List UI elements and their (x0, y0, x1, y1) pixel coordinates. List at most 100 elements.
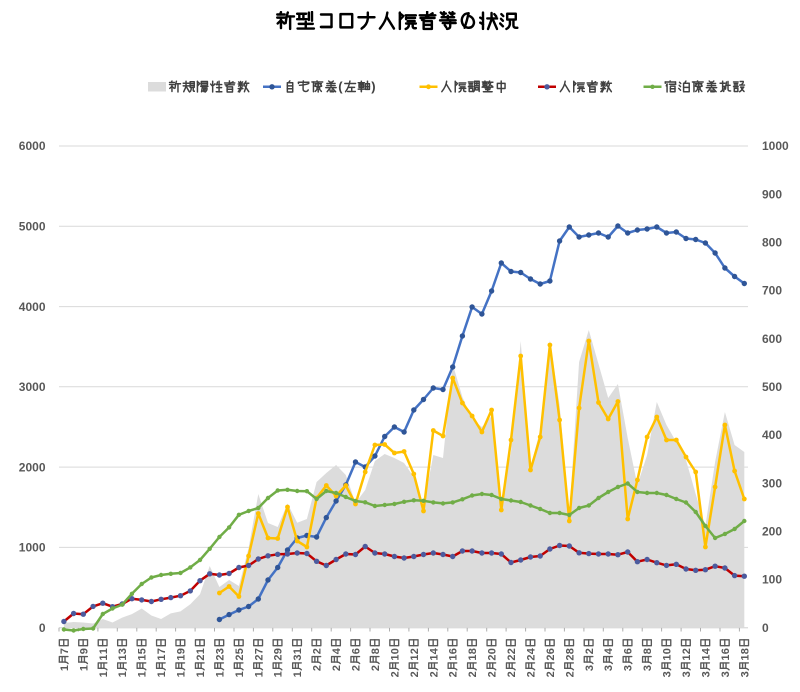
svg-text:1000: 1000 (762, 139, 789, 153)
svg-text:2: 2 (214, 654, 226, 660)
svg-text:100: 100 (762, 573, 782, 587)
svg-text:2: 2 (467, 671, 479, 677)
svg-text:2: 2 (506, 648, 518, 654)
svg-text:2: 2 (487, 671, 499, 677)
svg-text:3: 3 (739, 671, 751, 677)
svg-text:1: 1 (292, 648, 304, 654)
svg-text:8: 8 (370, 648, 382, 654)
svg-text:2: 2 (409, 671, 421, 677)
svg-text:1: 1 (467, 654, 479, 660)
svg-text:6: 6 (351, 648, 363, 654)
svg-text:1: 1 (195, 648, 207, 654)
svg-text:2: 2 (564, 654, 576, 660)
svg-text:2: 2 (273, 654, 285, 660)
svg-text:1: 1 (59, 665, 71, 671)
svg-text:2: 2 (526, 654, 538, 660)
svg-text:3: 3 (642, 665, 654, 671)
svg-text:7: 7 (156, 648, 168, 654)
svg-text:3: 3 (603, 665, 615, 671)
svg-text:1: 1 (176, 671, 188, 677)
svg-text:200: 200 (762, 525, 782, 539)
svg-text:4: 4 (603, 647, 615, 654)
svg-text:6: 6 (448, 648, 460, 654)
svg-text:9: 9 (273, 648, 285, 654)
svg-text:5: 5 (234, 648, 246, 654)
svg-text:1: 1 (662, 654, 674, 660)
svg-text:6: 6 (545, 648, 557, 654)
svg-text:1: 1 (195, 671, 207, 677)
svg-text:1: 1 (98, 648, 110, 654)
svg-text:2: 2 (331, 665, 343, 671)
svg-text:0: 0 (662, 648, 674, 654)
svg-text:2: 2 (234, 654, 246, 660)
svg-text:): ) (371, 79, 375, 94)
svg-text:1: 1 (389, 654, 401, 660)
svg-text:3000: 3000 (19, 380, 46, 394)
svg-text:9: 9 (176, 648, 188, 654)
svg-text:500: 500 (762, 380, 782, 394)
svg-text:1: 1 (292, 671, 304, 677)
svg-text:1: 1 (428, 654, 440, 660)
svg-text:1: 1 (448, 654, 460, 660)
svg-text:8: 8 (467, 648, 479, 654)
svg-text:2: 2 (681, 648, 693, 654)
svg-text:5000: 5000 (19, 220, 46, 234)
svg-text:5: 5 (137, 648, 149, 654)
svg-text:0: 0 (39, 621, 46, 635)
svg-text:900: 900 (762, 187, 782, 201)
svg-text:400: 400 (762, 428, 782, 442)
svg-text:1: 1 (700, 654, 712, 660)
svg-text:1: 1 (98, 654, 110, 660)
svg-text:4000: 4000 (19, 300, 46, 314)
svg-text:2: 2 (389, 671, 401, 677)
svg-text:3: 3 (292, 654, 304, 660)
svg-text:6000: 6000 (19, 139, 46, 153)
svg-text:1: 1 (681, 654, 693, 660)
svg-text:7: 7 (253, 648, 265, 654)
svg-text:2: 2 (312, 648, 324, 654)
svg-text:(: ( (338, 79, 343, 94)
svg-text:1: 1 (137, 671, 149, 677)
svg-text:1: 1 (98, 671, 110, 677)
svg-text:2: 2 (312, 665, 324, 671)
svg-text:2: 2 (370, 665, 382, 671)
svg-text:4: 4 (331, 647, 343, 654)
svg-text:1: 1 (273, 671, 285, 677)
svg-text:2: 2 (448, 671, 460, 677)
svg-text:2: 2 (506, 671, 518, 677)
svg-text:2: 2 (487, 654, 499, 660)
svg-text:3: 3 (720, 671, 732, 677)
svg-text:800: 800 (762, 236, 782, 250)
svg-text:4: 4 (428, 647, 440, 654)
svg-text:1: 1 (720, 654, 732, 660)
svg-text:6: 6 (720, 648, 732, 654)
svg-text:2: 2 (564, 671, 576, 677)
svg-text:2: 2 (428, 671, 440, 677)
svg-text:300: 300 (762, 476, 782, 490)
svg-text:1: 1 (78, 665, 90, 671)
svg-text:6: 6 (623, 648, 635, 654)
svg-text:1: 1 (156, 654, 168, 660)
svg-text:1: 1 (137, 654, 149, 660)
svg-text:3: 3 (662, 671, 674, 677)
svg-text:600: 600 (762, 332, 782, 346)
svg-text:2000: 2000 (19, 460, 46, 474)
svg-text:3: 3 (700, 671, 712, 677)
svg-text:4: 4 (526, 647, 538, 654)
svg-text:3: 3 (117, 648, 129, 654)
svg-text:8: 8 (564, 648, 576, 654)
svg-text:1: 1 (214, 671, 226, 677)
svg-text:3: 3 (623, 665, 635, 671)
svg-text:1: 1 (176, 654, 188, 660)
svg-text:1000: 1000 (19, 541, 46, 555)
svg-text:1: 1 (234, 671, 246, 677)
svg-text:1: 1 (409, 654, 421, 660)
svg-text:1: 1 (739, 654, 751, 660)
svg-text:1: 1 (117, 654, 129, 660)
svg-text:0: 0 (487, 648, 499, 654)
svg-text:2: 2 (545, 671, 557, 677)
svg-text:2: 2 (506, 654, 518, 660)
svg-text:3: 3 (681, 671, 693, 677)
svg-text:9: 9 (78, 648, 90, 654)
svg-text:2: 2 (584, 648, 596, 654)
